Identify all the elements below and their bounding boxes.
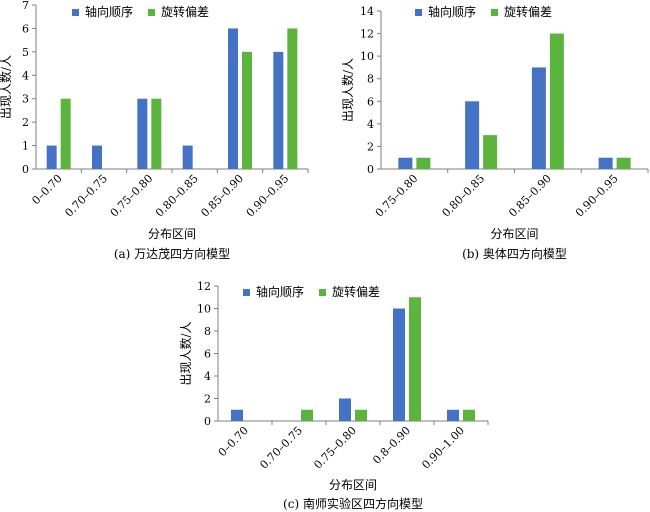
y-tick-label: 4	[367, 118, 374, 131]
x-tick-label: 0.75–0.80	[373, 172, 421, 220]
legend-label: 轴向顺序	[256, 284, 304, 299]
bar-axis-order	[228, 28, 238, 169]
x-tick-label: 0.85–0.90	[506, 172, 554, 220]
legend-label: 旋转偏差	[161, 4, 209, 19]
bar-rotation-deviation	[416, 157, 431, 169]
bar-rotation-deviation	[287, 28, 298, 169]
y-tick-label: 3	[22, 93, 29, 106]
chart-0: 01234567出现人数/人0–0.700.70–0.750.75–0.800.…	[0, 0, 309, 261]
bar-rotation-deviation	[409, 297, 421, 421]
chart-2: 0 2 4 6 8 10 12 出现人数/人 0–0.70 0.70–0.75 0.75–0.80 0…	[178, 280, 489, 511]
bar-rotation-deviation	[60, 98, 71, 169]
y-tick-label: 8	[367, 73, 374, 86]
bar-rotation-deviation	[616, 157, 631, 169]
legend-label: 轴向顺序	[85, 4, 133, 19]
y-tick-label: 2	[204, 393, 211, 406]
chart-caption: (a) 万达茂四方向模型	[114, 246, 230, 261]
bar-axis-order	[447, 409, 459, 421]
y-axis-title: 出现人数/人	[178, 321, 193, 385]
y-tick-label: 14	[360, 5, 374, 18]
x-tick-label: 0.80–0.85	[440, 172, 488, 220]
bar-rotation-deviation	[483, 135, 498, 169]
y-tick-label: 2	[22, 116, 29, 129]
y-tick-label: 4	[204, 370, 211, 383]
y-tick-label: 6	[367, 95, 374, 108]
bar-axis-order	[231, 409, 243, 421]
y-tick-label: 8	[204, 325, 211, 338]
bar-axis-order	[92, 145, 102, 169]
x-axis-title: 分布区间	[148, 227, 196, 241]
bar-axis-order	[465, 101, 480, 169]
y-tick-label: 12	[197, 280, 211, 293]
x-tick-label: 0.85–0.90	[198, 172, 246, 220]
x-tick-label: 0.70–0.75	[257, 424, 305, 472]
bar-axis-order	[531, 67, 546, 169]
bar-axis-order	[137, 98, 148, 169]
bar-axis-order	[273, 51, 284, 169]
bar-rotation-deviation	[301, 409, 313, 421]
bar-axis-order	[598, 157, 613, 169]
x-tick-label: 0–0.70	[216, 424, 251, 459]
bar-rotation-deviation	[151, 98, 162, 169]
y-tick-label: 1	[22, 140, 29, 153]
legend: 轴向顺序 旋转偏差	[72, 4, 209, 19]
y-tick-label: 2	[367, 140, 374, 153]
chart-1: 0 2 4 6 8 10 12 14 出现人数/人 0.75–0.80 0.80–0.85 0.85–…	[340, 4, 649, 261]
x-tick-label: 0.75–0.80	[108, 172, 156, 220]
y-tick-label: 0	[367, 163, 374, 176]
legend: 轴向顺序 旋转偏差	[243, 284, 380, 299]
x-axis-title: 分布区间	[490, 227, 538, 241]
chart-caption: (c) 南师实验区四方向模型	[283, 496, 423, 511]
bar-axis-order	[46, 145, 57, 169]
legend-swatch	[148, 9, 155, 16]
y-tick-label: 10	[197, 303, 211, 316]
chart-caption: (b) 奥体四方向模型	[462, 246, 567, 261]
y-tick-label: 7	[22, 0, 29, 12]
bar-rotation-deviation	[549, 33, 564, 170]
bar-axis-order	[182, 145, 193, 169]
legend-label: 旋转偏差	[504, 4, 552, 19]
legend-label: 旋转偏差	[332, 284, 380, 299]
x-tick-label: 0–0.70	[29, 172, 64, 207]
x-tick-label: 0.70–0.75	[62, 172, 110, 220]
y-tick-label: 6	[22, 22, 29, 35]
y-tick-label: 0	[204, 415, 211, 428]
legend-swatch	[319, 289, 326, 296]
x-tick-label: 0.80–0.85	[153, 172, 201, 220]
y-tick-label: 10	[360, 50, 374, 63]
bar-rotation-deviation	[463, 409, 475, 421]
bar-rotation-deviation	[242, 51, 252, 169]
x-axis-title: 分布区间	[329, 478, 377, 492]
bar-axis-order	[393, 308, 405, 421]
y-tick-label: 4	[22, 69, 29, 82]
bar-axis-order	[398, 157, 413, 169]
y-axis-title: 出现人数/人	[0, 55, 13, 119]
legend-label: 轴向顺序	[428, 4, 476, 19]
y-axis-title: 出现人数/人	[340, 58, 355, 122]
y-tick-label: 5	[22, 46, 29, 59]
y-tick-label: 12	[360, 28, 374, 41]
y-tick-label: 6	[204, 348, 211, 361]
x-tick-label: 0.90–0.95	[573, 172, 621, 220]
x-tick-label: 0.75–0.80	[311, 424, 359, 472]
x-tick-label: 0.90–1.00	[419, 424, 467, 472]
bar-rotation-deviation	[355, 409, 367, 421]
legend-swatch	[243, 289, 250, 296]
legend: 轴向顺序 旋转偏差	[415, 4, 552, 19]
bar-axis-order	[339, 398, 351, 421]
legend-swatch	[491, 9, 498, 16]
legend-swatch	[72, 9, 79, 16]
x-tick-label: 0.8–0.90	[370, 424, 413, 467]
x-tick-label: 0.90–0.95	[244, 172, 292, 220]
y-tick-label: 0	[22, 163, 29, 176]
legend-swatch	[415, 9, 422, 16]
